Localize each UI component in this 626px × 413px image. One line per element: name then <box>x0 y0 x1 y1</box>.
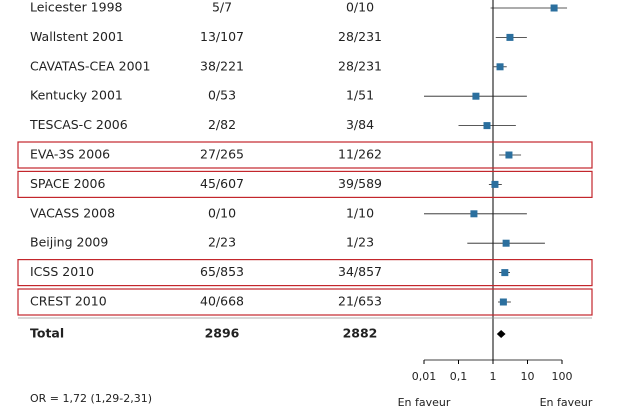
summary-text: OR = 1,72 (1,29-2,31) <box>30 392 152 405</box>
treatment-events: 2/82 <box>208 117 236 132</box>
control-events: 11/262 <box>338 147 382 162</box>
summary-diamond <box>496 330 506 338</box>
point-estimate <box>472 92 480 100</box>
x-tick-label: 100 <box>552 370 573 383</box>
point-estimate <box>496 63 504 71</box>
control-events: 28/231 <box>338 58 382 73</box>
treatment-events: 38/221 <box>200 58 244 73</box>
control-events: 1/23 <box>346 235 374 250</box>
x-label-right: En faveur <box>540 396 593 409</box>
point-estimate <box>470 210 478 218</box>
total-control: 2882 <box>343 326 378 341</box>
treatment-events: 2/23 <box>208 235 236 250</box>
point-estimate <box>483 122 491 130</box>
total-treatment: 2896 <box>205 326 240 341</box>
control-events: 34/857 <box>338 264 382 279</box>
control-events: 28/231 <box>338 29 382 44</box>
control-events: 39/589 <box>338 176 382 191</box>
study-name: EVA-3S 2006 <box>30 147 110 162</box>
study-name: VACASS 2008 <box>30 205 115 220</box>
treatment-events: 0/53 <box>208 88 236 103</box>
study-name: Beijing 2009 <box>30 235 108 250</box>
treatment-events: 5/7 <box>212 0 232 15</box>
point-estimate <box>550 4 558 12</box>
highlight-box <box>17 141 593 169</box>
study-name: ICSS 2010 <box>30 264 94 279</box>
study-name: CAVATAS-CEA 2001 <box>30 58 150 73</box>
study-name: Leicester 1998 <box>30 0 123 15</box>
x-label-left: En faveur <box>398 396 451 409</box>
treatment-events: 13/107 <box>200 29 244 44</box>
treatment-events: 40/668 <box>200 294 244 309</box>
x-tick-label: 1 <box>490 370 497 383</box>
highlight-box <box>17 288 593 316</box>
point-estimate <box>499 298 507 306</box>
control-events: 1/51 <box>346 88 374 103</box>
control-events: 3/84 <box>346 117 374 132</box>
control-events: 1/10 <box>346 205 374 220</box>
point-estimate <box>501 269 509 277</box>
highlight-box <box>17 170 593 198</box>
total-label: Total <box>30 326 64 341</box>
x-tick-label: 10 <box>521 370 535 383</box>
treatment-events: 0/10 <box>208 205 236 220</box>
treatment-events: 45/607 <box>200 176 244 191</box>
study-name: Wallstent 2001 <box>30 29 124 44</box>
point-estimate <box>502 239 510 247</box>
point-estimate <box>491 180 499 188</box>
highlight-box <box>17 259 593 287</box>
study-name: CREST 2010 <box>30 294 107 309</box>
study-name: SPACE 2006 <box>30 176 105 191</box>
control-events: 21/653 <box>338 294 382 309</box>
study-name: Kentucky 2001 <box>30 88 123 103</box>
point-estimate <box>505 151 513 159</box>
point-estimate <box>506 33 514 41</box>
x-tick-label: 0,1 <box>450 370 468 383</box>
treatment-events: 65/853 <box>200 264 244 279</box>
control-events: 0/10 <box>346 0 374 15</box>
treatment-events: 27/265 <box>200 147 244 162</box>
x-tick-label: 0,01 <box>412 370 437 383</box>
study-name: TESCAS-C 2006 <box>29 117 128 132</box>
